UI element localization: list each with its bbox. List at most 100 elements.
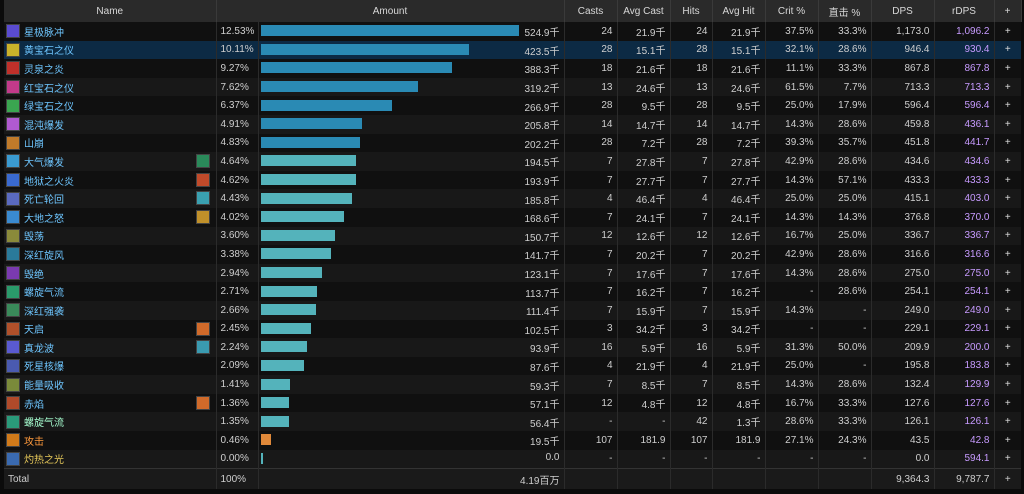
expand-button[interactable]: + [994,412,1021,432]
table-row[interactable]: 灼热之光 0.00% 0.0- - - - - -0.0 594.1 + [4,449,1021,469]
table-row[interactable]: 真龙波 2.24% 93.9千 16 5.9千 16 5.9千 31.3% 50.0% 209.9… [4,338,1021,357]
table-row[interactable]: 深红强袭 2.66% 111.4千 7 15.9千 7 15.9千 14.3% -249.0 24… [4,300,1021,320]
table-row[interactable]: 山崩 4.83% 202.2千 28 7.2千 28 7.2千 39.3% 35.7% 451.8… [4,133,1021,153]
hellfire-icon [6,173,20,188]
table-row[interactable]: 螺旋气流 1.35% 56.4千 - -42 1.3千 28.6% 33.3% 126.1 126… [4,412,1021,432]
expand-button[interactable]: + [994,170,1021,190]
table-row[interactable]: 毁荡 3.60% 150.7千 12 12.6千 12 12.6千 16.7% 25.0% 336… [4,226,1021,246]
table-row[interactable]: 死星核爆 2.09% 87.6千 4 21.9千 4 21.9千 25.0% -195.8 183… [4,356,1021,376]
header-name[interactable]: Name [4,0,217,22]
expand-button[interactable]: + [994,449,1021,469]
total-label: Total [4,468,217,490]
avg-hit: 24.6千 [712,77,766,97]
header-casts[interactable]: Casts [564,0,618,22]
table-row[interactable]: 混沌爆发 4.91% 205.8千 14 14.7千 14 14.7千 14.3% 28.6% 4… [4,114,1021,134]
avg-cast: 34.2千 [617,319,671,339]
table-row[interactable]: 星极脉冲 12.53% 524.9千 24 21.9千 24 21.9千 37.5% 33.3%… [4,22,1021,41]
amount-bar [260,267,322,279]
expand-button[interactable]: + [994,152,1021,171]
table-row[interactable]: 红宝石之仪 7.62% 319.2千 13 24.6千 13 24.6千 61.5% 7.7% 7… [4,77,1021,97]
expand-button[interactable]: + [994,245,1021,264]
ability-name-cell: 死亡轮回 [4,189,217,208]
dps: 254.1 [871,282,935,301]
expand-button[interactable]: + [994,300,1021,320]
crit-percent: 25.0% [765,96,819,115]
expand-button[interactable]: + [994,338,1021,357]
percent: 2.24% [216,338,259,357]
amount-cell: 111.4千 [258,300,565,320]
expand-button[interactable]: + [994,96,1021,115]
amount-value: 319.2千 [524,84,560,96]
table-row[interactable]: 灵泉之炎 9.27% 388.3千 18 21.6千 18 21.6千 11.1% 33.3% 8… [4,59,1021,78]
table-row[interactable]: 螺旋气流 2.71% 113.7千 7 16.2千 7 16.2千 -28.6% 254.1 25… [4,282,1021,301]
avg-hit: 5.9千 [712,338,766,357]
direct-hit-percent: - [818,356,872,376]
expand-button[interactable]: + [994,114,1021,134]
table-row[interactable]: 攻击 0.46% 19.5千 107 181.9 107 181.9 27.1% 24.3% 43… [4,431,1021,450]
table-row[interactable]: 死亡轮回 4.43% 185.8千 4 46.4千 4 46.4千 25.0% 25.0% 415… [4,189,1021,208]
expand-button[interactable]: + [994,282,1021,301]
amount-cell: 388.3千 [258,59,565,78]
rdps: 200.0 [934,338,995,357]
ability-name-cell: 大地之怒 [4,207,217,227]
table-row[interactable]: 毁绝 2.94% 123.1千 7 17.6千 7 17.6千 14.3% 28.6% 275.0… [4,263,1021,283]
table-row[interactable]: 大气爆发 4.64% 194.5千 7 27.8千 7 27.8千 42.9% 28.6% 434… [4,152,1021,171]
expand-button[interactable]: + [994,319,1021,339]
amount-bar [260,434,271,446]
table-row[interactable]: 地狱之火炎 4.62% 193.9千 7 27.7千 7 27.7千 14.3% 57.1% 43… [4,170,1021,190]
header-plus[interactable]: + [994,0,1022,22]
amount-cell: 168.6千 [258,207,565,227]
header-avg-hit[interactable]: Avg Hit [712,0,766,22]
dps: 195.8 [871,356,935,376]
header-dps[interactable]: DPS [871,0,935,22]
table-row[interactable]: 天启 2.45% 102.5千 3 34.2千 3 34.2千 - -229.1 229.1 + [4,319,1021,339]
deathstar-icon [6,358,20,373]
dps: 127.6 [871,393,935,413]
avg-cast: 21.9千 [617,356,671,376]
ability-name-cell: 地狱之火炎 [4,170,217,190]
total-expand-button[interactable]: + [994,468,1021,490]
header-direct-hit[interactable]: 直击 % [818,0,872,22]
header-crit[interactable]: Crit % [765,0,819,22]
expand-button[interactable]: + [994,133,1021,153]
expand-button[interactable]: + [994,263,1021,283]
hits: 7 [670,300,713,320]
amount-cell: 87.6千 [258,356,565,376]
table-row[interactable]: 黄宝石之仪 10.11% 423.5千 28 15.1千 28 15.1千 32.1% 28.6… [4,40,1021,60]
direct-hit-percent: 14.3% [818,207,872,227]
expand-button[interactable]: + [994,431,1021,450]
table-row[interactable]: 赤焰 1.36% 57.1千 12 4.8千 12 4.8千 16.7% 33.3% 127.6 1… [4,393,1021,413]
crit-percent: 28.6% [765,412,819,432]
amount-bar [260,322,311,334]
expand-button[interactable]: + [994,40,1021,60]
ability-name-cell: 山崩 [4,133,217,153]
avg-hit: 21.9千 [712,356,766,376]
expand-button[interactable]: + [994,226,1021,246]
amount-bar [260,192,352,204]
table-row[interactable]: 深红旋风 3.38% 141.7千 7 20.2千 7 20.2千 42.9% 28.6% 316… [4,245,1021,264]
header-rdps[interactable]: rDPS [934,0,995,22]
expand-button[interactable]: + [994,393,1021,413]
hits: 28 [670,40,713,60]
expand-button[interactable]: + [994,356,1021,376]
amount-bar [260,136,360,148]
expand-button[interactable]: + [994,189,1021,208]
expand-button[interactable]: + [994,77,1021,97]
header-hits[interactable]: Hits [670,0,713,22]
expand-button[interactable]: + [994,22,1021,41]
expand-button[interactable]: + [994,59,1021,78]
expand-button[interactable]: + [994,207,1021,227]
table-row[interactable]: 大地之怒 4.02% 168.6千 7 24.1千 7 24.1千 14.3% 14.3% 376… [4,207,1021,227]
casts: - [564,412,618,432]
ability-name-cell: 混沌爆发 [4,114,217,134]
crimson-strike-icon [6,303,20,318]
burst-icon [6,117,20,132]
expand-button[interactable]: + [994,375,1021,394]
header-avg-cast[interactable]: Avg Cast [617,0,671,22]
ability-name-cell: 黄宝石之仪 [4,40,217,60]
avg-hit: - [712,449,766,469]
header-amount[interactable]: Amount [216,0,565,22]
table-row[interactable]: 能量吸收 1.41% 59.3千 7 8.5千 7 8.5千 14.3% 28.6% 132.4 1… [4,375,1021,394]
casts: 7 [564,300,618,320]
table-row[interactable]: 绿宝石之仪 6.37% 266.9千 28 9.5千 28 9.5千 25.0% 17.9% 59… [4,96,1021,115]
